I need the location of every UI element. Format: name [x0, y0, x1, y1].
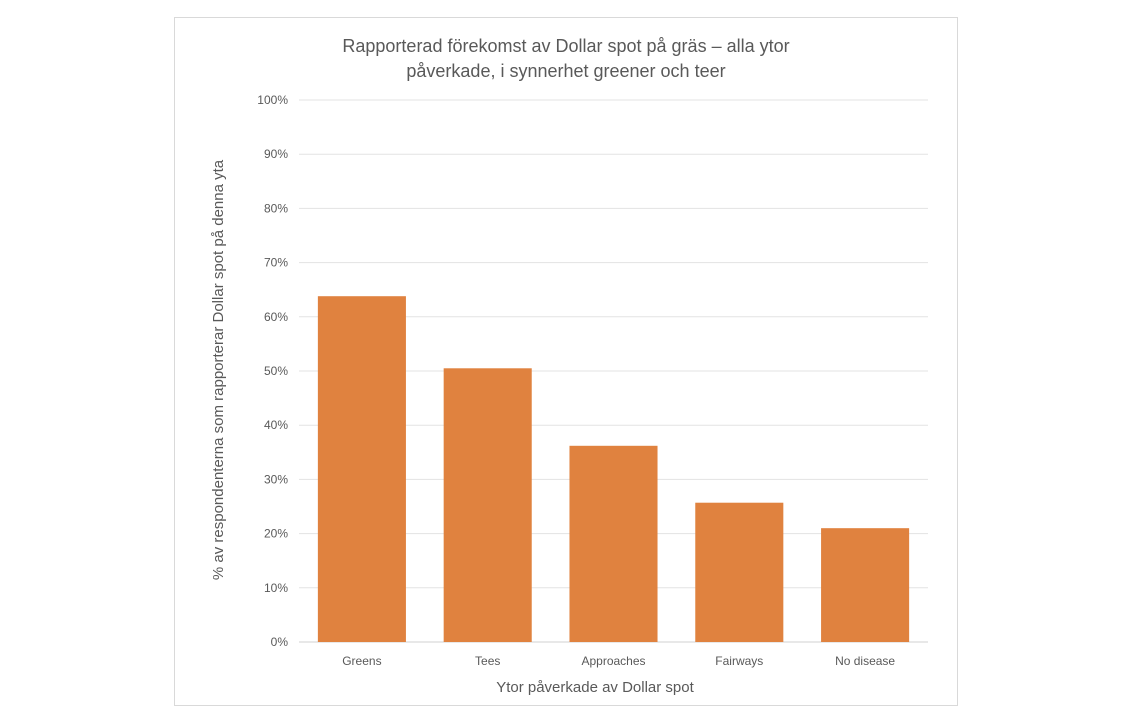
chart-title-line-1: Rapporterad förekomst av Dollar spot på …	[342, 36, 790, 56]
y-tick-label: 30%	[264, 472, 288, 486]
y-tick-label: 0%	[271, 635, 289, 649]
bar-fairways	[695, 502, 784, 642]
x-tick-label: Greens	[342, 654, 381, 668]
bars	[317, 296, 910, 642]
y-axis-title: % av respondenterna som rapporterar Doll…	[210, 159, 227, 580]
y-tick-label: 50%	[264, 364, 288, 378]
x-tick-label: Tees	[475, 654, 500, 668]
bar-approaches	[569, 445, 658, 642]
y-tick-label: 90%	[264, 147, 288, 161]
chart-title: Rapporterad förekomst av Dollar spot på …	[174, 34, 958, 84]
chart-title-line-2: påverkade, i synnerhet greener och teer	[406, 61, 726, 81]
y-tick-label: 80%	[264, 201, 288, 215]
y-tick-label: 70%	[264, 256, 288, 270]
y-tick-label: 60%	[264, 310, 288, 324]
x-tick-label: No disease	[835, 654, 895, 668]
y-tick-label: 40%	[264, 418, 288, 432]
y-tick-label: 100%	[257, 93, 288, 107]
x-tick-label: Approaches	[581, 654, 645, 668]
bar-greens	[317, 296, 406, 642]
bar-tees	[443, 368, 532, 642]
y-tick-label: 10%	[264, 581, 288, 595]
bar-no-disease	[821, 528, 910, 642]
y-tick-label: 20%	[264, 527, 288, 541]
y-axis-ticks: 0% 10% 20% 30% 40% 50% 60% 70% 80% 90% 100%	[257, 93, 288, 649]
x-axis-ticks: Greens Tees Approaches Fairways No disease	[342, 654, 895, 668]
x-tick-label: Fairways	[715, 654, 763, 668]
x-axis-title: Ytor påverkade av Dollar spot	[496, 679, 694, 696]
